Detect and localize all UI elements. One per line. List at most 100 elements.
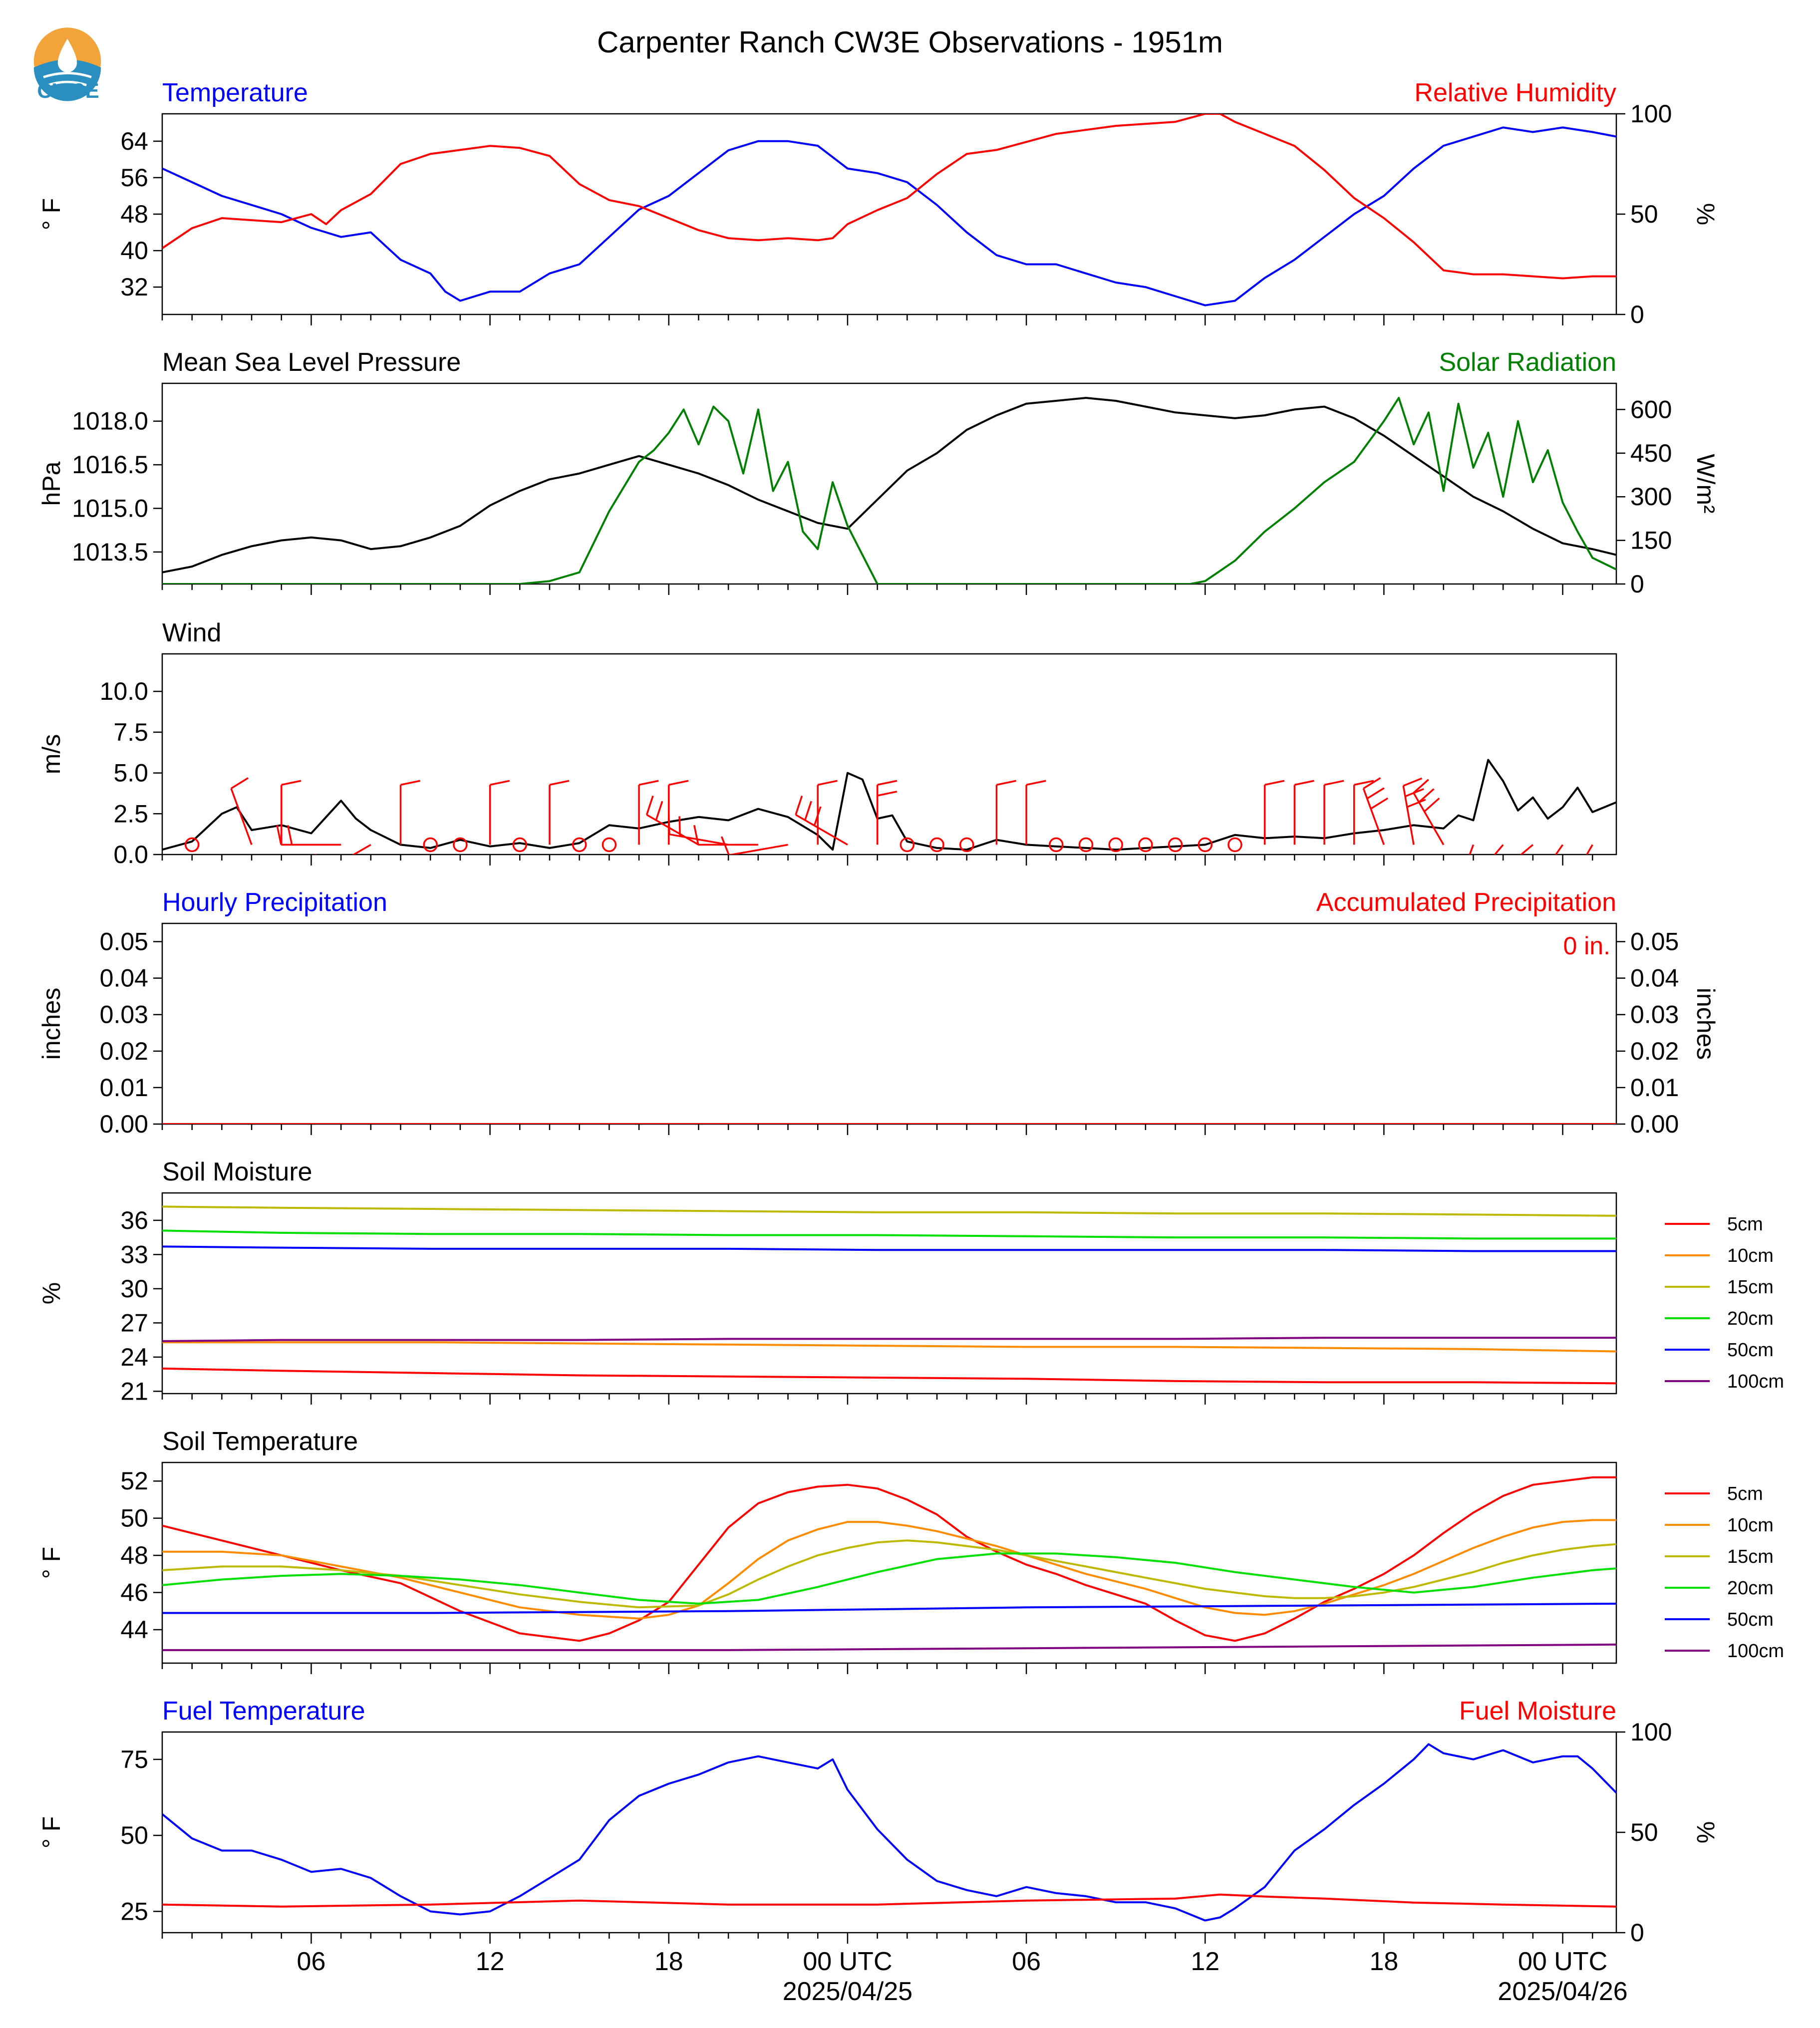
panel-1: Temperature Relative Humidity 32 40 48 56 64 ° …	[37, 78, 1720, 328]
series-line-20cm	[162, 1229, 1616, 1240]
series-line-left-0	[162, 126, 1616, 306]
logo-water-icon	[33, 59, 101, 101]
panel-frame	[161, 922, 1617, 1125]
wind-barb-flag	[1413, 779, 1429, 794]
x-date-label: 2025/04/25	[783, 1977, 912, 2006]
plot-area	[162, 397, 1616, 584]
wind-barb-flag	[877, 791, 898, 797]
panel-5: Soil Moisture 21 24 27 30 33 36% 5cm 10cm 15cm 20c…	[37, 1158, 1784, 1405]
y-axis-label: hPa	[37, 461, 65, 506]
panel-title-right: Accumulated Precipitation	[1316, 888, 1616, 917]
wind-barb-flag	[1488, 857, 1504, 869]
wind-barb-calm	[512, 837, 528, 853]
cw3e-logo	[33, 27, 101, 101]
wind-barb-flag	[1294, 780, 1314, 786]
y-tick-label-right: 0.04	[1630, 964, 1679, 992]
wind-barb-flag	[877, 780, 898, 786]
wind-barb-flag	[1424, 797, 1440, 813]
panel-frame	[161, 653, 1617, 856]
y-tick-label-right: 300	[1630, 483, 1672, 511]
y-axis-label-right: %	[1692, 1821, 1720, 1843]
wind-barb-flag	[1418, 788, 1435, 803]
y-tick-label: 52	[120, 1467, 148, 1495]
wind-barb-calm	[1168, 837, 1183, 853]
wind-barb-calm	[959, 837, 974, 853]
wind-barb-flag	[804, 801, 812, 821]
series-line-10cm	[162, 1341, 1616, 1353]
wind-barb-flag	[490, 780, 510, 786]
wind-barb	[1362, 788, 1385, 845]
y-tick-label-right: 100	[1630, 1718, 1672, 1746]
wind-barb-flag	[1549, 881, 1568, 887]
y-tick-label: 0.00	[100, 1110, 148, 1138]
wind-barb	[1413, 792, 1445, 846]
panel-7: Fuel Temperature Fuel Moisture 25 50 75 ° F 0 5…	[37, 1697, 1720, 1947]
wind-barb-flag	[813, 806, 822, 826]
y-axis-label: m/s	[37, 734, 65, 775]
series-line-right-1	[162, 1893, 1616, 1908]
y-tick-label: 1016.5	[72, 451, 148, 479]
y-tick-label-right: 0.05	[1630, 928, 1679, 956]
wind-barb-flag	[1366, 787, 1385, 800]
y-axis-label-right: %	[1692, 203, 1720, 225]
wind-barb	[729, 844, 788, 855]
legend-label-50cm: 50cm	[1727, 1340, 1774, 1361]
y-tick-label: 25	[120, 1897, 148, 1925]
x-tick-label: 12	[476, 1947, 505, 1976]
y-tick-label-right: 150	[1630, 527, 1672, 555]
panel-2: Mean Sea Level Pressure Solar Radiation 10…	[37, 348, 1720, 598]
y-axis-label: %	[37, 1282, 65, 1304]
x-tick-label: 06	[1012, 1947, 1041, 1976]
wind-barb-flag	[795, 795, 803, 815]
y-axis-label-right: inches	[1692, 988, 1720, 1060]
y-tick-label: 46	[120, 1579, 148, 1607]
y-tick-label: 0.03	[100, 1001, 148, 1029]
logo-text: CW3E	[37, 79, 100, 102]
series-line-left-0	[162, 397, 1616, 574]
x-tick-label: 18	[1369, 1947, 1398, 1976]
wind-barb	[1494, 844, 1504, 855]
series-line-100cm	[162, 1337, 1616, 1342]
wind-barb-calm	[423, 837, 438, 853]
panel-title-left: Temperature	[162, 78, 308, 107]
series-line-right-1	[162, 114, 1616, 280]
logo-drop-icon	[57, 38, 77, 72]
wind-barb-flag	[655, 801, 663, 821]
y-tick-label: 44	[120, 1616, 148, 1644]
wind-barb-calm	[1049, 837, 1064, 853]
wind-barb-flag	[1472, 871, 1487, 883]
page-title: Carpenter Ranch CW3E Observations - 1951…	[597, 25, 1223, 59]
series-line-100cm	[162, 1643, 1616, 1651]
y-tick-label: 48	[120, 200, 148, 228]
y-tick-label-right: 0	[1630, 570, 1644, 598]
wind-barb-flag	[314, 854, 316, 855]
y-tick-label: 56	[120, 164, 148, 192]
panel-6: Soil Temperature 44 46 48 50 52 ° F 5cm 10cm 15cm…	[37, 1427, 1784, 1674]
panel-frame	[161, 1461, 1617, 1664]
x-tick-label: 06	[297, 1947, 326, 1976]
y-tick-label: 50	[120, 1821, 148, 1849]
y-tick-label: 24	[120, 1343, 148, 1371]
plot-area	[162, 1205, 1616, 1385]
wind-barb-flag	[1403, 777, 1423, 787]
y-tick-label: 0.02	[100, 1037, 148, 1065]
wind-barb	[1585, 844, 1593, 855]
y-tick-label-right: 0.00	[1630, 1110, 1679, 1138]
wind-barb-flag	[549, 780, 570, 786]
wind-barb-calm	[184, 837, 200, 853]
series-line-5cm	[162, 1367, 1616, 1385]
legend-label-20cm: 20cm	[1727, 1578, 1774, 1599]
panel-title-right: Solar Radiation	[1439, 348, 1616, 377]
legend-label-5cm: 5cm	[1727, 1214, 1763, 1235]
y-tick-label-right: 450	[1630, 439, 1672, 467]
wind-barb-flag	[638, 780, 659, 786]
panel-title-left: Mean Sea Level Pressure	[162, 348, 461, 377]
y-axis-label: ° F	[37, 1816, 65, 1848]
legend-label-20cm: 20cm	[1727, 1308, 1774, 1329]
panel-frame	[161, 113, 1617, 315]
y-tick-label: 0.04	[100, 964, 148, 992]
panel-3: Wind 0.0 2.5 5.0 7.5 10.0 m/s	[37, 618, 1617, 887]
wind-barb-calm	[1138, 837, 1153, 853]
panel-frame	[161, 382, 1617, 585]
wind-barb	[230, 788, 253, 845]
